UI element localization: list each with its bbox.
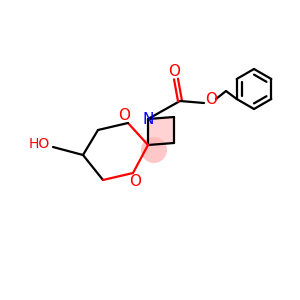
Polygon shape xyxy=(148,117,174,145)
Text: O: O xyxy=(129,173,141,188)
Text: O: O xyxy=(205,92,217,106)
Text: HO: HO xyxy=(28,137,50,151)
Text: N: N xyxy=(142,112,154,127)
Circle shape xyxy=(141,137,167,163)
Text: O: O xyxy=(118,109,130,124)
Text: O: O xyxy=(168,64,180,79)
